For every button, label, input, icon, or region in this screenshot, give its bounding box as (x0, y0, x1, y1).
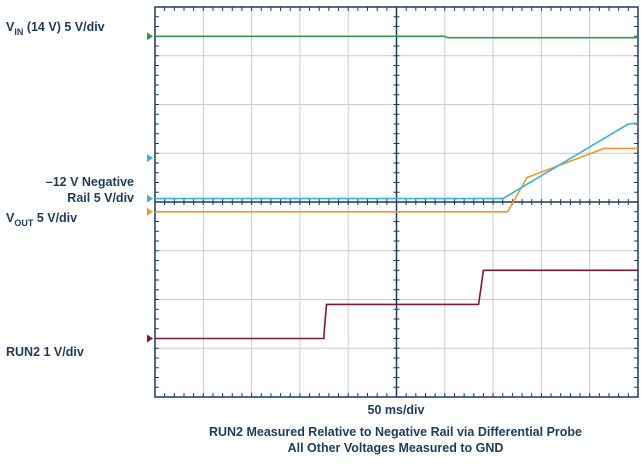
marker-neg_rail (147, 194, 153, 203)
trace-run2 (155, 269, 638, 340)
caption-line-2: All Other Voltages Measured to GND (287, 441, 504, 455)
neg-rail-label-line1: –12 V Negative (46, 175, 134, 189)
caption-line-1: RUN2 Measured Relative to Negative Rail … (208, 425, 583, 439)
marker-vin (147, 32, 153, 41)
channel-markers (147, 32, 153, 343)
neg-rail-label-line2: Rail 5 V/div (67, 191, 134, 205)
trace-neg_rail (155, 122, 639, 200)
marker-neg_rail (147, 154, 153, 163)
trace-vin (155, 35, 638, 39)
vout-label: VOUT 5 V/div (6, 211, 77, 228)
trace-vout (155, 147, 638, 213)
marker-run2 (147, 334, 153, 343)
vin-label: VIN (14 V) 5 V/div (6, 20, 105, 37)
traces (155, 35, 639, 340)
run2-label: RUN2 1 V/div (6, 345, 84, 359)
marker-vout (147, 207, 153, 216)
plot-frame (154, 6, 639, 398)
timebase-label: 50 ms/div (368, 403, 425, 417)
